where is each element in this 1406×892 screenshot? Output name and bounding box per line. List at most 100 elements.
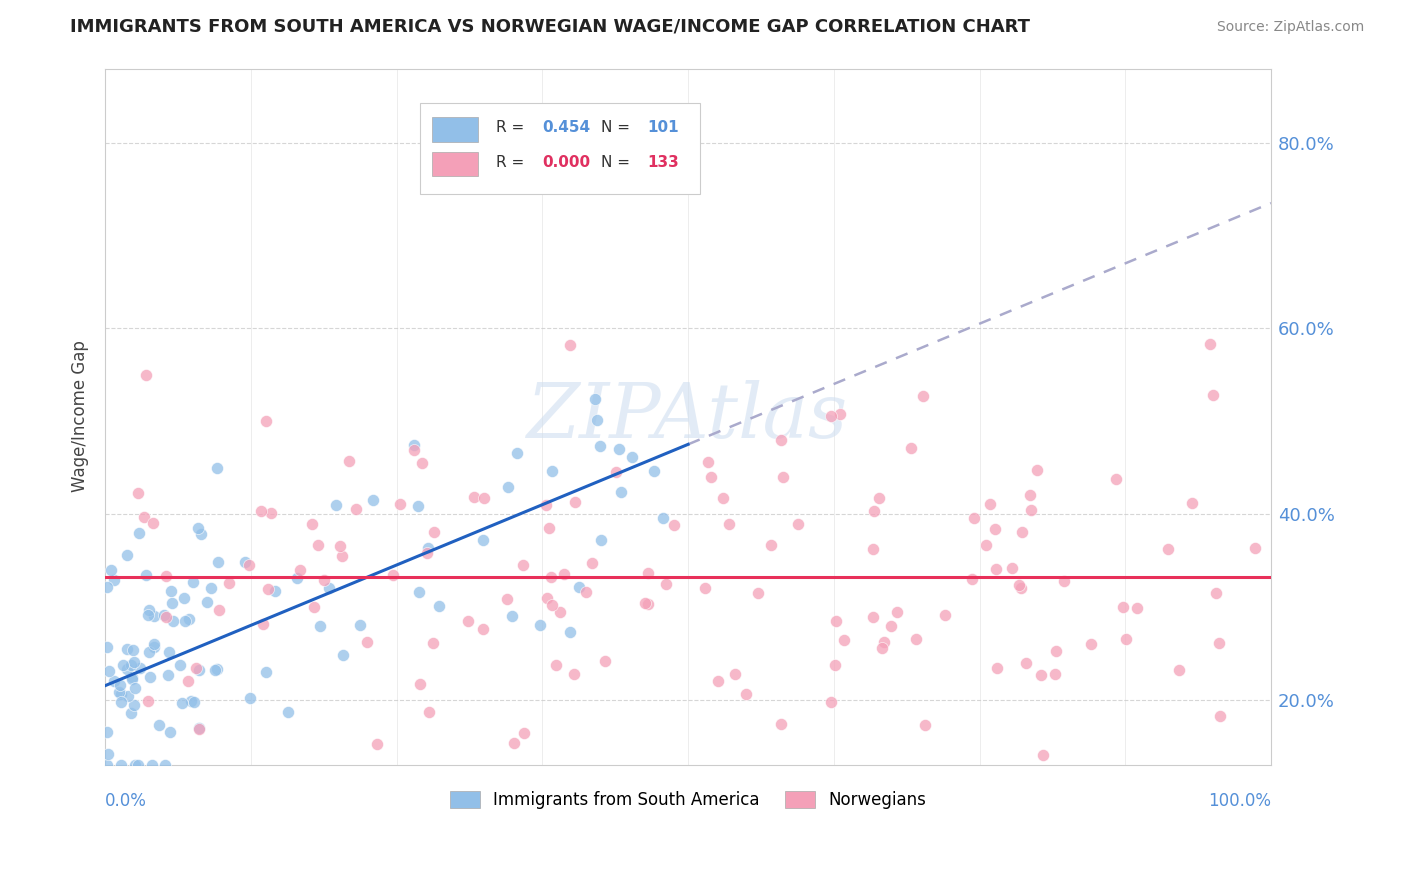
Point bbox=[560, 625, 582, 640]
Point bbox=[832, 633, 855, 648]
Point bbox=[129, 661, 152, 675]
Point bbox=[1010, 581, 1032, 595]
Point bbox=[501, 609, 523, 624]
Point bbox=[1181, 496, 1204, 510]
Point bbox=[463, 490, 485, 504]
Point bbox=[366, 737, 388, 751]
Text: N =: N = bbox=[600, 155, 634, 170]
Point bbox=[204, 663, 226, 677]
Point bbox=[707, 673, 730, 688]
Point bbox=[124, 757, 146, 772]
Point bbox=[1015, 657, 1038, 671]
Point bbox=[132, 510, 155, 524]
Point bbox=[747, 585, 769, 599]
Point bbox=[900, 441, 922, 455]
Point bbox=[135, 368, 157, 383]
Point bbox=[142, 608, 165, 623]
Point bbox=[986, 561, 1008, 575]
Point bbox=[553, 566, 575, 581]
Text: R =: R = bbox=[496, 155, 529, 170]
Point bbox=[143, 637, 166, 651]
Point bbox=[96, 757, 118, 772]
Point bbox=[103, 674, 125, 689]
Point bbox=[711, 491, 734, 505]
Point bbox=[408, 500, 430, 514]
Point bbox=[786, 516, 808, 531]
Point bbox=[128, 525, 150, 540]
Point bbox=[605, 466, 627, 480]
Point bbox=[138, 603, 160, 617]
Point bbox=[886, 606, 908, 620]
Point bbox=[409, 677, 432, 691]
Point bbox=[205, 461, 228, 475]
Point bbox=[157, 668, 180, 682]
Point bbox=[976, 538, 998, 552]
Point bbox=[634, 596, 657, 610]
Point bbox=[330, 549, 353, 563]
Point bbox=[172, 696, 194, 710]
Point bbox=[344, 502, 367, 516]
Point bbox=[382, 568, 405, 582]
Point bbox=[402, 438, 425, 452]
Point bbox=[534, 498, 557, 512]
Point bbox=[1019, 503, 1042, 517]
Point bbox=[135, 568, 157, 582]
Point bbox=[138, 645, 160, 659]
Point bbox=[108, 685, 131, 699]
Point bbox=[541, 464, 564, 478]
Point bbox=[254, 665, 277, 679]
Point bbox=[110, 695, 132, 709]
Point bbox=[97, 747, 120, 762]
Point bbox=[124, 681, 146, 696]
Point bbox=[506, 445, 529, 459]
Point bbox=[263, 584, 285, 599]
Point bbox=[285, 571, 308, 585]
Point bbox=[155, 569, 177, 583]
Point bbox=[1208, 708, 1230, 723]
Text: ZIPAtlas: ZIPAtlas bbox=[527, 379, 849, 453]
Point bbox=[332, 648, 354, 662]
Text: 0.000: 0.000 bbox=[543, 155, 591, 170]
Point bbox=[1032, 747, 1054, 762]
Point bbox=[495, 591, 517, 606]
Point bbox=[620, 450, 643, 464]
Point bbox=[117, 689, 139, 703]
Point bbox=[96, 725, 118, 739]
Point bbox=[697, 455, 720, 469]
Point bbox=[1029, 668, 1052, 682]
Point bbox=[422, 635, 444, 649]
Point bbox=[179, 612, 201, 626]
Point bbox=[610, 484, 633, 499]
Point bbox=[914, 717, 936, 731]
Point bbox=[120, 706, 142, 721]
Point bbox=[550, 605, 572, 619]
Point bbox=[472, 533, 495, 547]
Point bbox=[112, 657, 135, 672]
Point bbox=[141, 757, 163, 772]
Point bbox=[512, 558, 534, 572]
Point bbox=[187, 722, 209, 736]
Text: 0.0%: 0.0% bbox=[105, 792, 148, 810]
Point bbox=[868, 491, 890, 506]
Point bbox=[1025, 463, 1047, 477]
Point bbox=[960, 572, 983, 586]
Point bbox=[388, 497, 411, 511]
Point bbox=[159, 725, 181, 739]
Point bbox=[290, 563, 312, 577]
Legend: Immigrants from South America, Norwegians: Immigrants from South America, Norwegian… bbox=[443, 784, 932, 815]
Point bbox=[654, 577, 676, 591]
Point bbox=[122, 655, 145, 669]
Point bbox=[205, 662, 228, 676]
Point bbox=[402, 443, 425, 458]
Point bbox=[142, 640, 165, 655]
Point bbox=[312, 573, 335, 587]
Point bbox=[1208, 636, 1230, 650]
Point bbox=[349, 618, 371, 632]
Point bbox=[609, 442, 631, 456]
Point bbox=[498, 480, 520, 494]
Point bbox=[120, 657, 142, 672]
Point bbox=[423, 525, 446, 540]
Point bbox=[1019, 488, 1042, 502]
Point bbox=[1001, 560, 1024, 574]
Point bbox=[121, 670, 143, 684]
